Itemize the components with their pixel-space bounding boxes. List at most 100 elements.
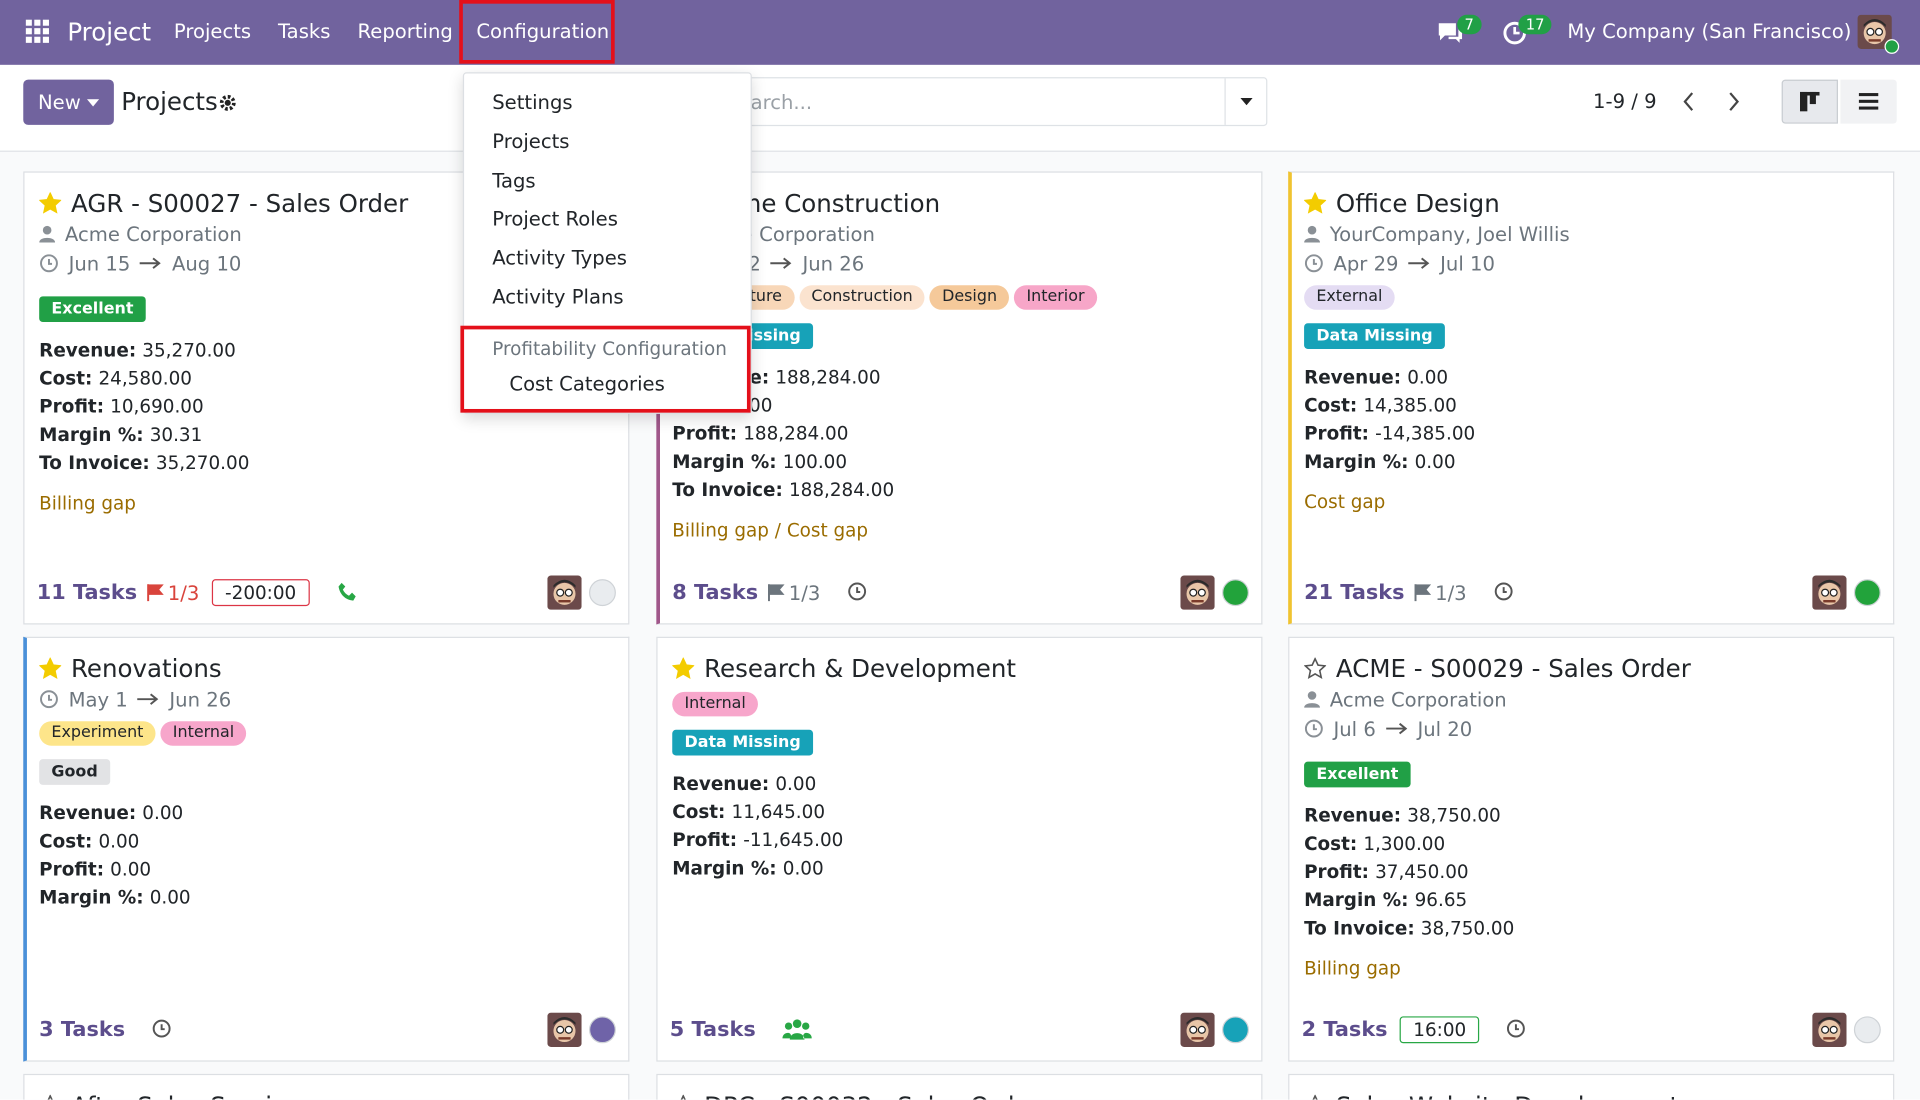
tasks-link[interactable]: 8 Tasks — [672, 580, 759, 605]
list-view-button[interactable] — [1840, 79, 1897, 124]
pager-prev — [1682, 92, 1694, 112]
metric-value: 10,690.00 — [110, 395, 204, 418]
metric-label: Cost: — [39, 830, 93, 853]
metric-label: Profit: — [672, 828, 738, 852]
project-card[interactable]: Office Design YourCompany, Joel Willis Apr… — [1288, 171, 1895, 625]
tag: Experiment — [39, 721, 156, 746]
status-dot[interactable] — [1222, 579, 1249, 607]
timer: -200:00 — [211, 579, 310, 607]
project-card[interactable]: ACME - S00029 - Sales Order Acme Corporat… — [1288, 636, 1895, 1062]
milestone: 1/3 — [147, 581, 199, 604]
assignee-avatar — [547, 1012, 582, 1047]
status-dot[interactable] — [1853, 1016, 1881, 1044]
tasks-link[interactable]: 3 Tasks — [39, 1017, 126, 1043]
tasks-link[interactable]: 11 Tasks — [36, 580, 138, 605]
tag: Interior — [1014, 285, 1097, 310]
assignee-avatar — [1812, 1012, 1847, 1047]
activity-icon — [1507, 1019, 1529, 1041]
tasks-link[interactable]: 2 Tasks — [1301, 1017, 1388, 1043]
date-end: Jul 10 — [1440, 251, 1495, 275]
new-button[interactable]: New — [23, 79, 114, 125]
metric-value: -11,645.00 — [743, 828, 844, 852]
metric-label: Margin %: — [1304, 888, 1409, 912]
metric-line: Revenue: 38,750.00 — [1304, 802, 1878, 830]
search-toggle[interactable] — [1224, 78, 1266, 125]
metric-value: 37,450.00 — [1375, 860, 1469, 883]
dropdown-item[interactable]: Tags — [492, 168, 536, 192]
status-dot[interactable] — [588, 579, 616, 607]
menu-item[interactable]: Tasks — [277, 19, 331, 43]
apps-icon — [25, 19, 50, 44]
date-start: Jun 15 — [68, 251, 131, 275]
timer: 16:00 — [1399, 1016, 1480, 1044]
status-dot[interactable] — [1853, 579, 1881, 607]
project-card[interactable]: DPC - S00032 - Sales Order — [656, 1073, 1263, 1100]
metric-value: 96.65 — [1414, 888, 1468, 912]
kanban-view-button[interactable] — [1781, 79, 1838, 124]
dropdown-item[interactable]: Project Roles — [492, 207, 618, 231]
tag: External — [1304, 285, 1395, 310]
project-title: Office Design — [1335, 188, 1500, 218]
metric-line: Margin %: 30.31 — [39, 421, 613, 449]
tasks-link[interactable]: 21 Tasks — [1304, 580, 1405, 605]
metric-value: 0.00 — [110, 858, 152, 881]
project-title: DPC - S00032 - Sales Order — [704, 1091, 1040, 1100]
status-dot[interactable] — [588, 1016, 616, 1044]
tag: Design — [929, 285, 1010, 310]
milestone-label: 1/3 — [1435, 581, 1467, 605]
flag-icon — [768, 584, 785, 602]
app-name[interactable]: Project — [67, 17, 152, 47]
metric-line: Cost: 14,385.00 — [1304, 392, 1878, 420]
configuration-dropdown: Settings Projects Tags Project Roles Activit… — [462, 72, 752, 414]
metric-line: Profit: 0.00 — [39, 856, 613, 884]
highlight-box — [460, 325, 751, 413]
date-end: Jun 26 — [802, 251, 865, 275]
project-card[interactable]: Renovations May 1 Jun 26 Experiment Internal… — [23, 636, 630, 1062]
metric-value: 35,270.00 — [142, 339, 236, 362]
gap-note: Billing gap / Cost gap — [672, 519, 869, 542]
gap-note: Billing gap — [1304, 957, 1401, 980]
status-dot[interactable] — [1222, 1016, 1249, 1044]
status-badge: Excellent — [1304, 761, 1411, 788]
gear-icon — [219, 94, 236, 111]
project-card[interactable]: After-Sales Services — [23, 1073, 630, 1100]
activities-badge: 17 — [1518, 14, 1552, 35]
assignees — [1180, 1012, 1249, 1047]
assignees — [1812, 575, 1881, 610]
menu-item[interactable]: Configuration — [476, 19, 610, 43]
metric-line: Revenue:188,284.00 — [672, 364, 1246, 392]
dropdown-item[interactable]: Activity Plans — [492, 285, 624, 309]
date-row: Jul 6 Jul 20 — [1304, 714, 1878, 743]
metric-label: To Invoice: — [39, 451, 150, 474]
clock-icon — [39, 253, 59, 273]
dropdown-item[interactable]: Projects — [492, 129, 570, 153]
metric-label: Cost: — [39, 367, 93, 390]
status-row: Good — [39, 758, 613, 785]
arrow-icon — [140, 257, 162, 269]
dropdown-item[interactable]: Activity Types — [492, 246, 627, 270]
metric-label: Profit: — [1304, 422, 1369, 445]
tasks-link[interactable]: 5 Tasks — [669, 1017, 756, 1043]
menu-item[interactable]: Projects — [173, 19, 252, 43]
metric-value: 188,284.00 — [788, 478, 895, 501]
title-row: Office Design — [1304, 187, 1878, 219]
metric-label: Margin %: — [672, 857, 777, 880]
company[interactable]: My Company (San Francisco) — [1567, 19, 1852, 43]
activity-icon — [337, 582, 359, 604]
project-card[interactable]: Sales Website Development — [1288, 1073, 1895, 1100]
dropdown-item[interactable]: Cost Categories — [509, 372, 665, 396]
project-card[interactable]: Research & Development Internal Data Missi… — [656, 636, 1263, 1062]
favorite-star — [672, 1094, 694, 1100]
dropdown-item[interactable]: Settings — [492, 90, 573, 114]
metrics: Revenue: 0.00 Cost: 14,385.00 Profit: -14,385… — [1304, 364, 1878, 477]
metric-value: 14,385.00 — [1363, 394, 1457, 417]
tag: Internal — [672, 691, 759, 717]
title-row: ACME - S00029 - Sales Order — [1304, 653, 1878, 685]
favorite-star — [1304, 1094, 1326, 1100]
navbar: Project Projects Tasks Reporting Configurati… — [0, 0, 1920, 65]
menu-item[interactable]: Reporting — [357, 19, 453, 43]
metric-label: Revenue: — [672, 772, 770, 795]
status-badge: Data Missing — [1304, 323, 1445, 349]
